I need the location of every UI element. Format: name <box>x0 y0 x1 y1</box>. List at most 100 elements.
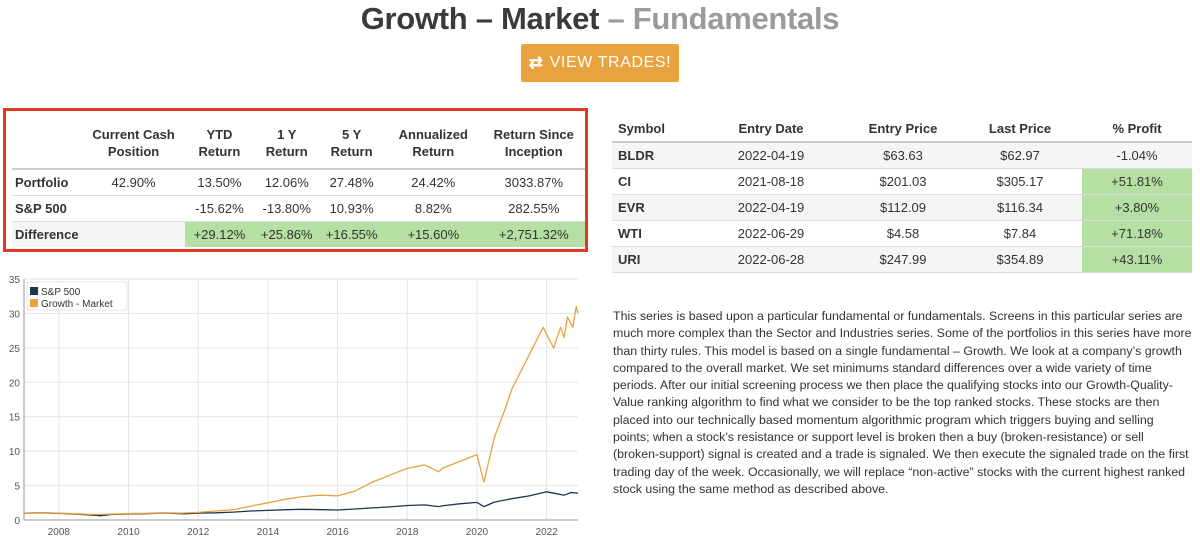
performance-table: Current Cash Position YTD Return 1 Y Ret… <box>12 117 585 247</box>
column-header: Current Cash Position <box>82 117 185 170</box>
x-tick-label: 2018 <box>396 527 419 538</box>
symbol-cell: BLDR <box>612 142 694 169</box>
table-cell: 282.55% <box>482 195 585 222</box>
entry-price-cell: $112.09 <box>848 194 958 221</box>
last-price-cell: $7.84 <box>958 220 1082 247</box>
last-price-cell: $305.17 <box>958 168 1082 195</box>
table-cell-positive: +29.12% <box>184 221 255 247</box>
x-tick-label: 2012 <box>187 527 210 538</box>
table-cell: 10.93% <box>319 195 385 222</box>
column-header: Entry Price <box>848 116 958 143</box>
column-header: Symbol <box>612 116 694 143</box>
table-cell <box>82 221 185 247</box>
column-header <box>12 117 83 170</box>
table-cell: 13.50% <box>184 169 255 196</box>
table-cell <box>82 195 185 222</box>
legend-swatch <box>30 287 38 295</box>
table-cell-positive: +25.86% <box>254 221 320 247</box>
performance-summary-box: Current Cash Position YTD Return 1 Y Ret… <box>3 108 588 252</box>
profit-cell: -1.04% <box>1082 142 1192 169</box>
page-title: Growth – Market – Fundamentals <box>0 0 1200 38</box>
entry-price-cell: $201.03 <box>848 168 958 195</box>
table-row: BLDR 2022-04-19 $63.63 $62.97 -1.04% <box>612 142 1192 169</box>
entry-date-cell: 2022-06-29 <box>694 220 848 247</box>
y-tick-label: 35 <box>9 275 21 286</box>
table-row: WTI 2022-06-29 $4.58 $7.84 +71.18% <box>612 220 1192 247</box>
table-cell: -15.62% <box>184 195 255 222</box>
column-header: Entry Date <box>694 116 848 143</box>
table-cell: 27.48% <box>319 169 385 196</box>
symbol-cell: WTI <box>612 220 694 247</box>
x-tick-label: 2014 <box>257 527 280 538</box>
table-cell: -13.80% <box>254 195 320 222</box>
entry-price-cell: $4.58 <box>848 220 958 247</box>
x-tick-label: 2022 <box>536 527 559 538</box>
profit-cell-positive: +3.80% <box>1082 194 1192 221</box>
table-cell-positive: +15.60% <box>384 221 483 247</box>
title-main: Growth – Market <box>360 1 600 36</box>
title-separator: – <box>599 1 633 36</box>
trades-header-row: Symbol Entry Date Entry Price Last Price… <box>612 116 1192 143</box>
entry-price-cell: $247.99 <box>848 246 958 273</box>
legend-label: Growth - Market <box>41 299 113 310</box>
profit-cell-positive: +51.81% <box>1082 168 1192 195</box>
entry-price-cell: $63.63 <box>848 142 958 169</box>
entry-date-cell: 2022-04-19 <box>694 194 848 221</box>
column-header: 1 Y Return <box>254 117 320 170</box>
column-header: Annualized Return <box>384 117 483 170</box>
x-tick-label: 2010 <box>117 527 140 538</box>
y-tick-label: 20 <box>9 378 21 389</box>
row-label: Portfolio <box>12 169 83 196</box>
legend-label: S&P 500 <box>41 287 81 298</box>
y-tick-label: 30 <box>9 309 21 320</box>
symbol-cell: CI <box>612 168 694 195</box>
y-tick-label: 10 <box>9 447 21 458</box>
entry-date-cell: 2022-04-19 <box>694 142 848 169</box>
title-sub: Fundamentals <box>632 1 840 36</box>
x-tick-label: 2016 <box>326 527 349 538</box>
series-line-sp500 <box>23 491 579 517</box>
table-row: URI 2022-06-28 $247.99 $354.89 +43.11% <box>612 246 1192 273</box>
last-price-cell: $116.34 <box>958 194 1082 221</box>
table-row: CI 2021-08-18 $201.03 $305.17 +51.81% <box>612 168 1192 195</box>
performance-line-chart: 0 5 10 15 20 25 30 35 2008 2010 2012 2014 2016 2018 20… <box>9 275 579 538</box>
table-cell: 42.90% <box>82 169 185 196</box>
y-tick-label: 25 <box>9 344 21 355</box>
table-cell-positive: +2,751.32% <box>482 221 585 247</box>
table-row-portfolio: Portfolio 42.90% 13.50% 12.06% 27.48% 24… <box>12 169 585 196</box>
row-label: S&P 500 <box>12 195 83 222</box>
performance-header-row: Current Cash Position YTD Return 1 Y Ret… <box>12 117 585 170</box>
symbol-cell: EVR <box>612 194 694 221</box>
series-line-growth-market <box>23 305 579 516</box>
column-header: 5 Y Return <box>319 117 385 170</box>
series-description: This series is based upon a particular f… <box>613 309 1192 496</box>
table-cell: 8.82% <box>384 195 483 222</box>
y-tick-label: 5 <box>14 482 20 493</box>
table-cell-positive: +16.55% <box>319 221 385 247</box>
x-tick-label: 2020 <box>466 527 489 538</box>
trades-table: Symbol Entry Date Entry Price Last Price… <box>612 116 1192 273</box>
column-header: Return Since Inception <box>482 117 585 170</box>
y-tick-label: 0 <box>14 516 20 527</box>
last-price-cell: $62.97 <box>958 142 1082 169</box>
profit-cell-positive: +71.18% <box>1082 220 1192 247</box>
column-header: YTD Return <box>184 117 255 170</box>
last-price-cell: $354.89 <box>958 246 1082 273</box>
y-tick-label: 15 <box>9 413 21 424</box>
legend-swatch <box>30 299 38 307</box>
table-cell: 12.06% <box>254 169 320 196</box>
view-trades-label: VIEW TRADES! <box>549 54 672 71</box>
column-header: % Profit <box>1082 116 1192 143</box>
table-row: EVR 2022-04-19 $112.09 $116.34 +3.80% <box>612 194 1192 221</box>
entry-date-cell: 2022-06-28 <box>694 246 848 273</box>
swap-arrows-icon: ⇄ <box>528 53 544 72</box>
view-trades-button[interactable]: ⇄ VIEW TRADES! <box>521 44 679 82</box>
legend-box <box>26 281 128 311</box>
symbol-cell: URI <box>612 246 694 273</box>
profit-cell-positive: +43.11% <box>1082 246 1192 273</box>
x-tick-label: 2008 <box>48 527 71 538</box>
row-label: Difference <box>12 221 83 247</box>
column-header: Last Price <box>958 116 1082 143</box>
table-cell: 3033.87% <box>482 169 585 196</box>
table-cell: 24.42% <box>384 169 483 196</box>
